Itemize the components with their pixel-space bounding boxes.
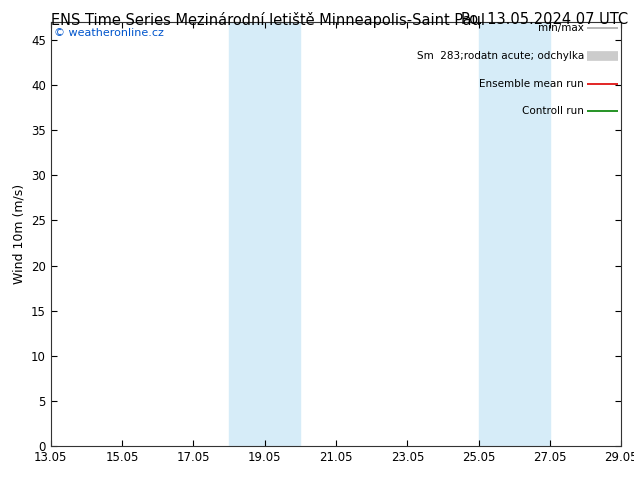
- Text: ENS Time Series Mezinárodní letiště Minneapolis-Saint Paul: ENS Time Series Mezinárodní letiště Minn…: [51, 12, 485, 28]
- Bar: [479, 22, 550, 446]
- Text: Po. 13.05.2024 07 UTC: Po. 13.05.2024 07 UTC: [460, 12, 628, 27]
- Text: min/max: min/max: [538, 24, 585, 33]
- Bar: [229, 22, 301, 446]
- Y-axis label: Wind 10m (m/s): Wind 10m (m/s): [13, 184, 25, 284]
- Text: © weatheronline.cz: © weatheronline.cz: [53, 28, 164, 38]
- Text: Sm  283;rodatn acute; odchylka: Sm 283;rodatn acute; odchylka: [417, 51, 585, 61]
- Text: Ensemble mean run: Ensemble mean run: [479, 78, 585, 89]
- Text: Controll run: Controll run: [522, 106, 585, 116]
